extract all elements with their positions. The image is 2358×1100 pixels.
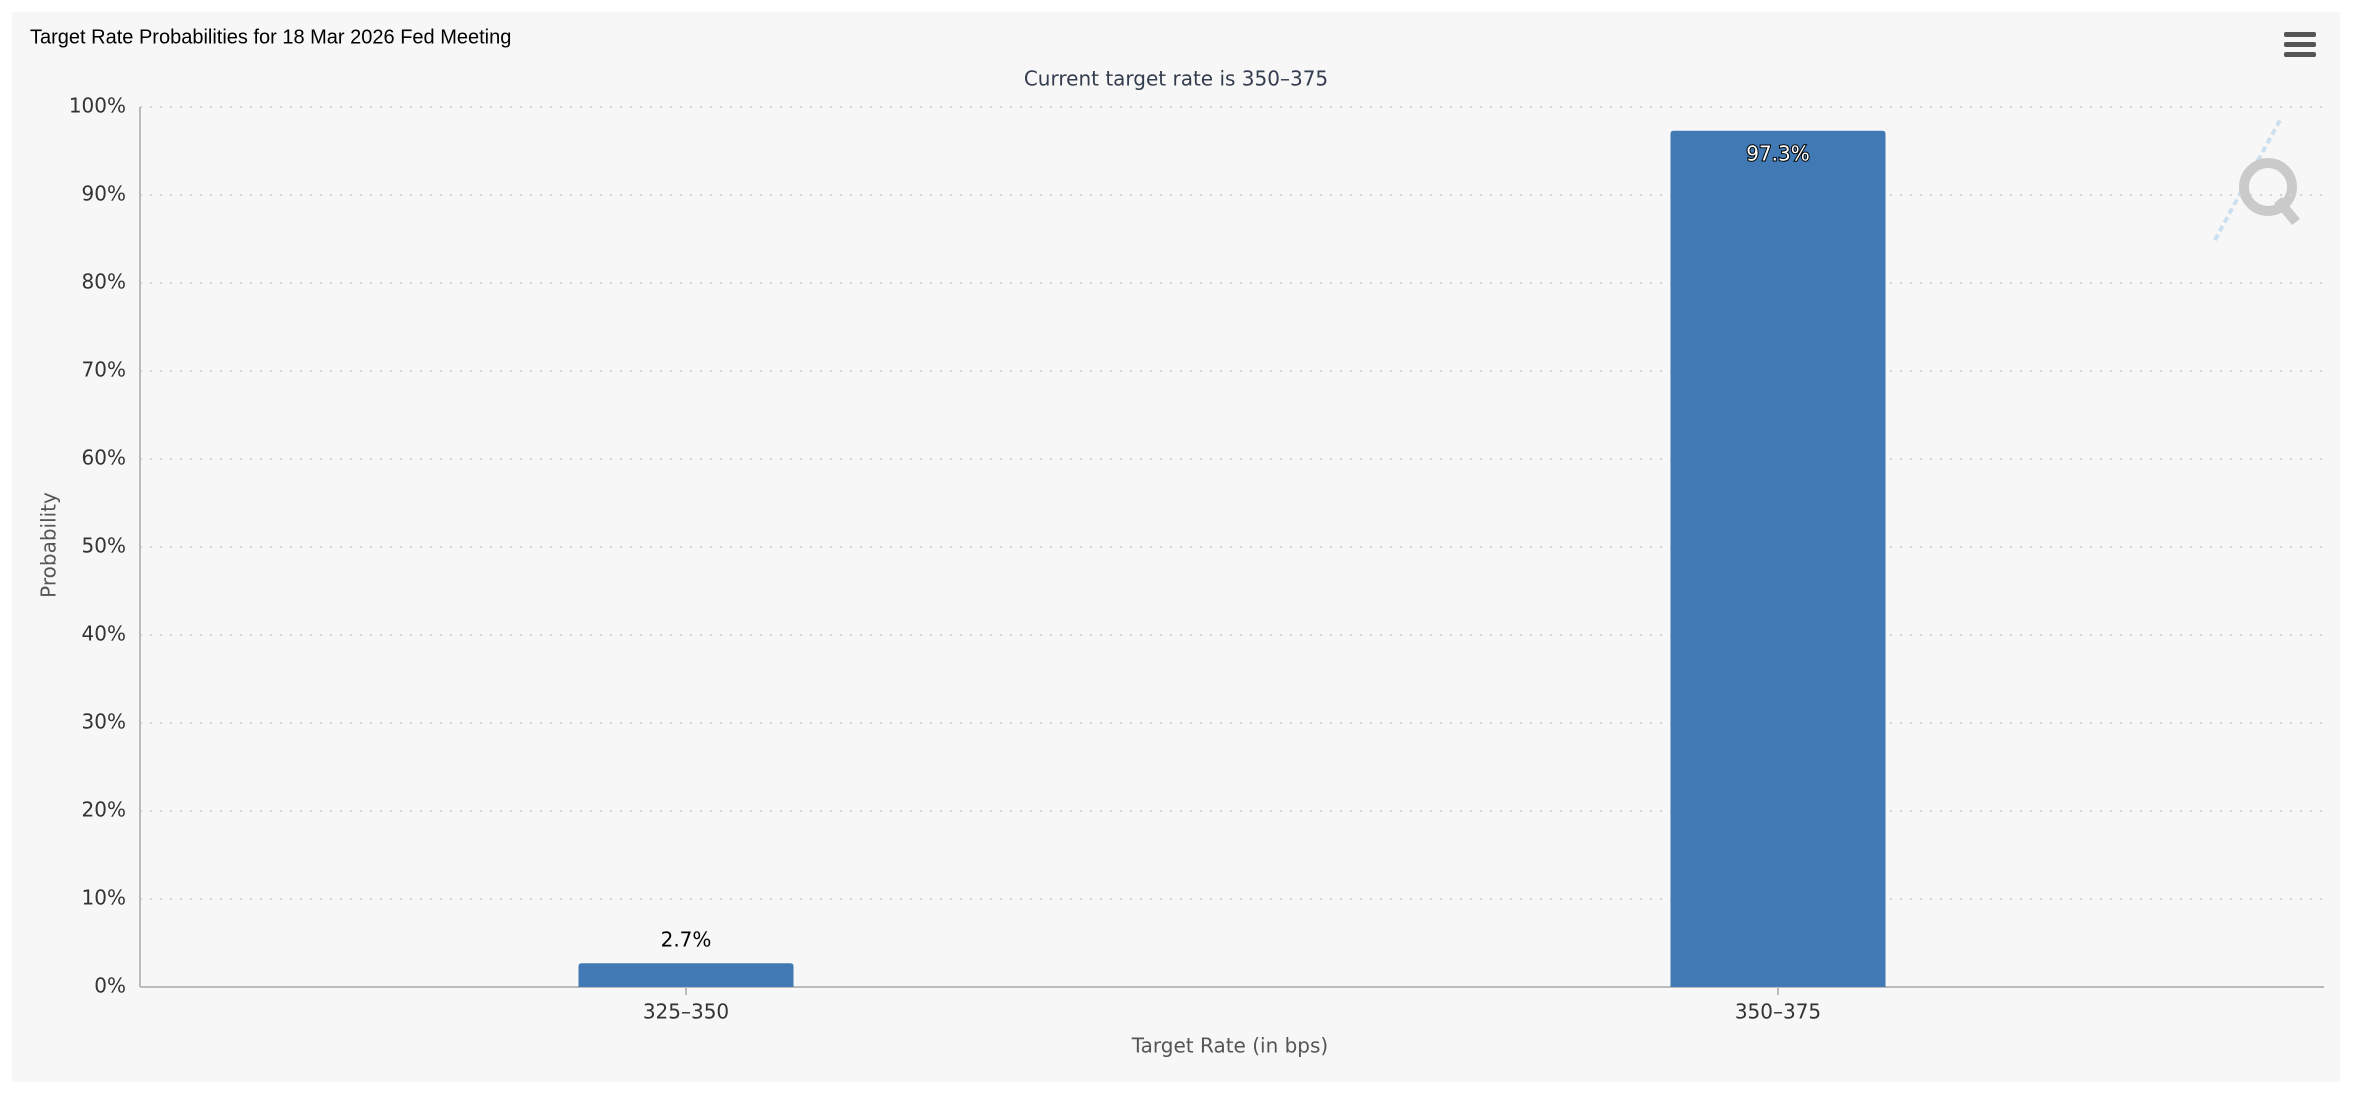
y-tick-label: 50% (82, 534, 126, 558)
bar (578, 963, 794, 987)
menu-bar (2284, 52, 2316, 57)
watermark-q (2239, 158, 2297, 216)
chart-subtitle: Current target rate is 350–375 (1024, 67, 1328, 91)
y-tick-label: 10% (82, 886, 126, 910)
watermark (2213, 119, 2300, 241)
watermark-stroke (2213, 119, 2282, 241)
y-tick-label: 90% (82, 182, 126, 206)
chart-title: Target Rate Probabilities for 18 Mar 202… (30, 26, 511, 48)
y-tick-label: 60% (82, 446, 126, 470)
y-tick-label: 0% (94, 974, 126, 998)
y-axis-title: Probability (37, 492, 61, 598)
y-tick-label: 100% (69, 94, 126, 118)
menu-bar (2284, 32, 2316, 37)
x-tick-label: 325–350 (643, 1000, 729, 1024)
y-tick-label: 30% (82, 710, 126, 734)
bar (1670, 130, 1886, 987)
data-label: 2.7% (661, 928, 712, 952)
menu-button[interactable] (2284, 32, 2316, 57)
y-tick-label: 40% (82, 622, 126, 646)
x-tick-label: 350–375 (1735, 1000, 1821, 1024)
x-axis-title: Target Rate (in bps) (1131, 1034, 1328, 1058)
y-tick-label: 70% (82, 358, 126, 382)
menu-bar (2284, 42, 2316, 47)
y-tick-label: 20% (82, 798, 126, 822)
data-label: 97.3% (1746, 141, 1810, 165)
watermark-q-tail (2274, 196, 2300, 226)
y-tick-label: 80% (82, 270, 126, 294)
